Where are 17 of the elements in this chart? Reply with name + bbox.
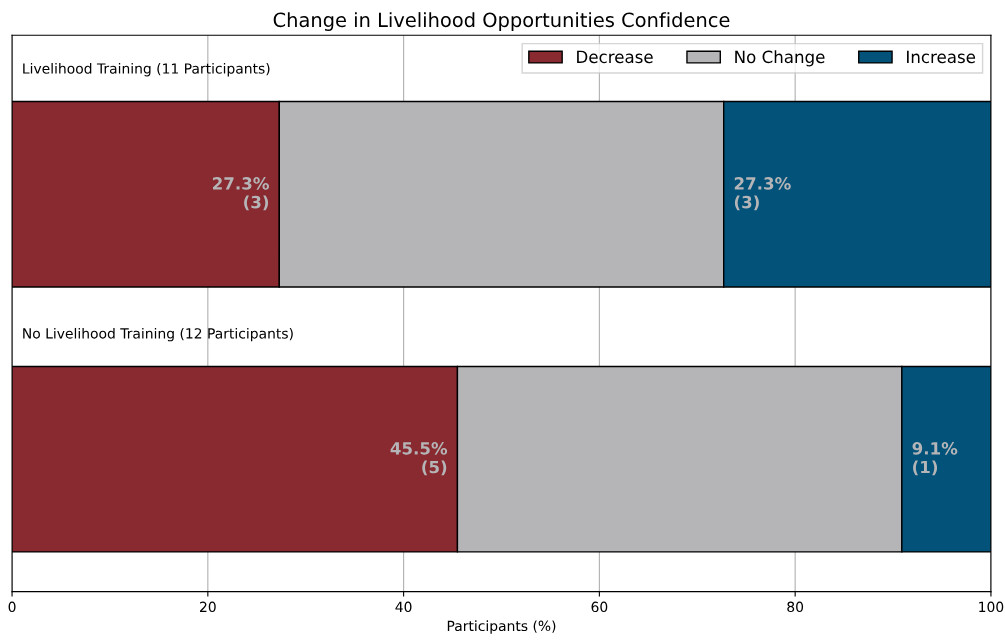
- x-tick-label: 100: [979, 601, 1004, 613]
- chart-title: Change in Livelihood Opportunities Confidence: [273, 12, 730, 31]
- data-label: 9.1% (1): [912, 442, 958, 476]
- x-tick-label: 60: [591, 601, 608, 613]
- legend-label: No Change: [735, 50, 825, 67]
- data-label: 45.5% (5): [390, 442, 448, 476]
- data-label: 27.3% (3): [213, 177, 269, 211]
- x-tick-label: 20: [200, 601, 216, 613]
- y-tick-label: No Livelihood Training (12 Participants): [23, 327, 293, 342]
- data-label: 27.3% (3): [734, 177, 791, 211]
- x-tick-label: 40: [395, 601, 412, 613]
- x-tick-label: 80: [787, 601, 804, 613]
- x-axis-title: Participants (%): [447, 620, 556, 634]
- y-tick-label: Livelihood Training (11 Participants): [23, 62, 270, 77]
- legend-label: Decrease: [577, 50, 653, 64]
- x-tick-label: 0: [8, 601, 16, 613]
- legend-label: Increase: [907, 50, 976, 64]
